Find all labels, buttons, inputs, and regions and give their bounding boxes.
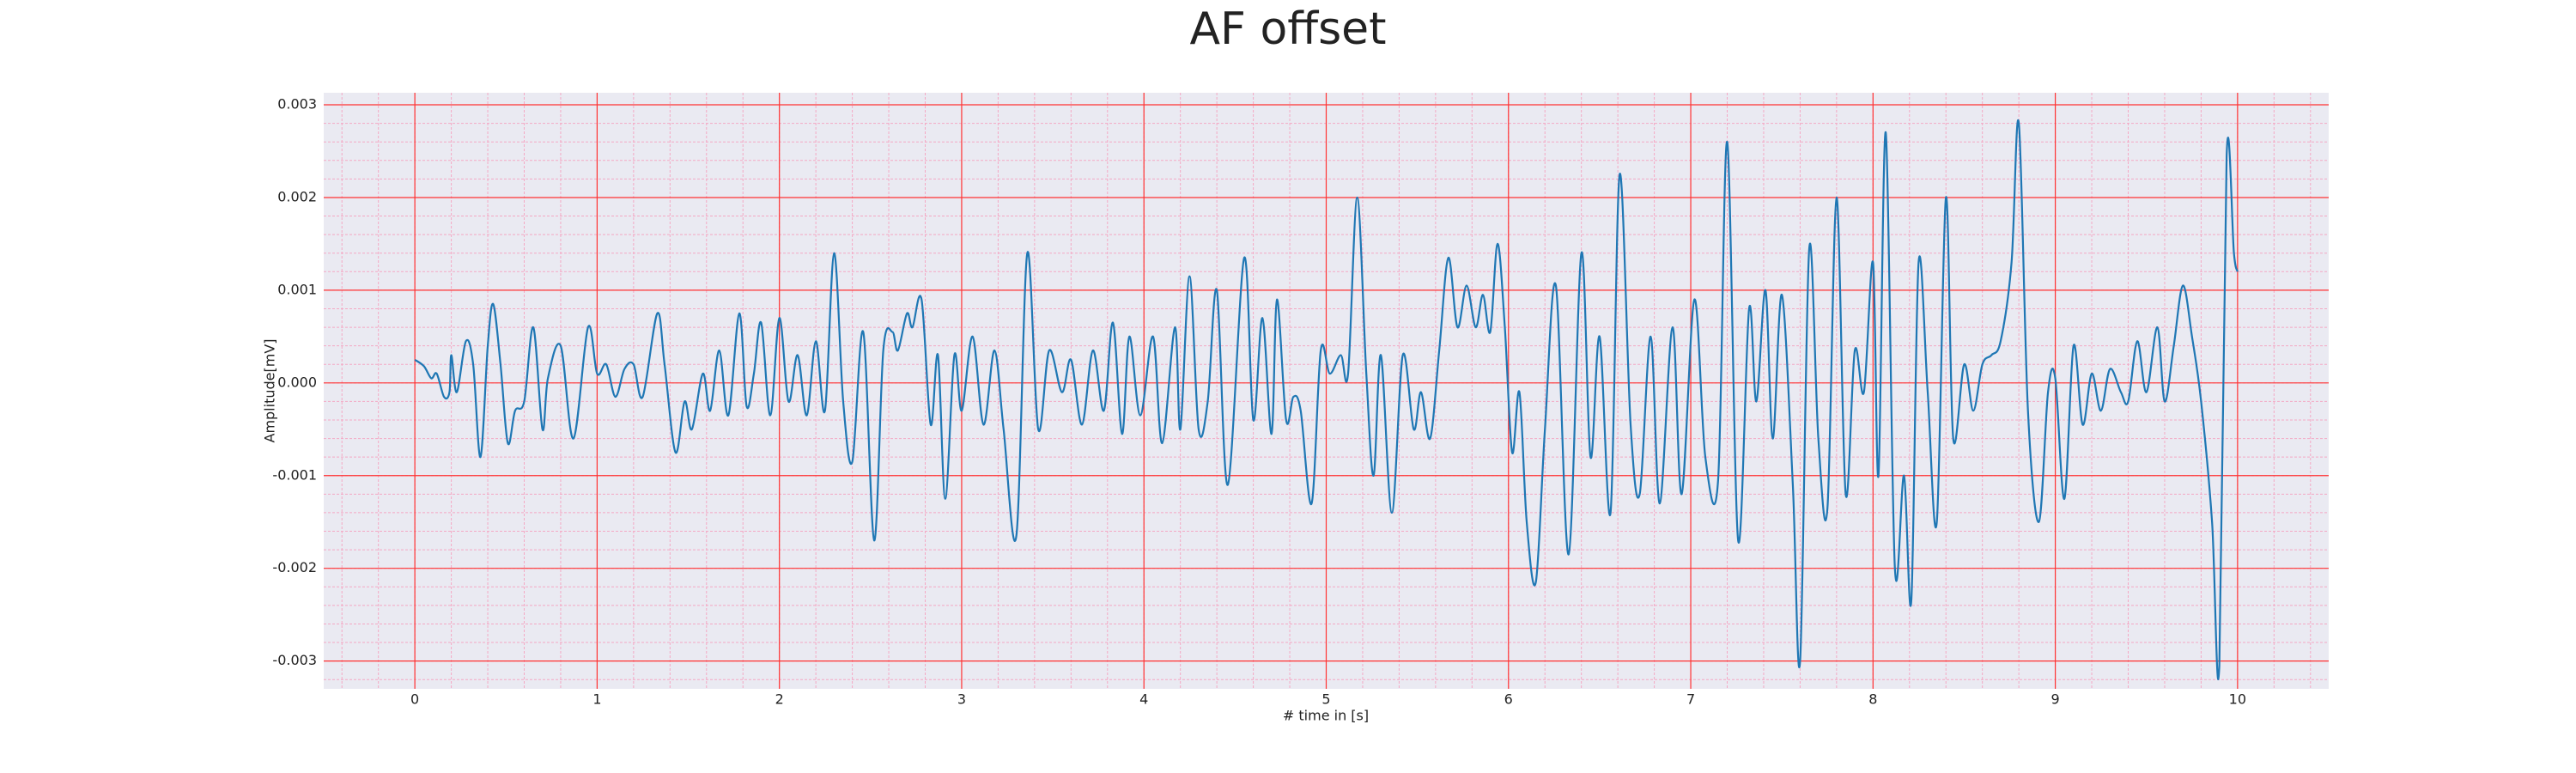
y-tick-label: 0.002 [277, 188, 317, 204]
y-tick-label: -0.002 [272, 559, 317, 575]
x-tick-label: 2 [775, 691, 784, 708]
x-tick-label: 6 [1504, 691, 1513, 708]
line-series [414, 119, 2239, 680]
x-tick-label: 4 [1139, 691, 1148, 708]
x-tick-label: 3 [957, 691, 966, 708]
y-tick-label: 0.000 [277, 374, 317, 390]
y-tick-label: 0.003 [277, 96, 317, 113]
x-tick-label: 8 [1868, 691, 1877, 708]
x-axis-label: # time in [s] [1283, 708, 1369, 724]
x-tick-label: 10 [2229, 691, 2246, 708]
y-axis-label: Amplitude[mV] [262, 338, 278, 442]
y-tick-label: 0.001 [277, 281, 317, 297]
y-tick-label: -0.003 [272, 652, 317, 668]
chart-title: AF offset [1189, 3, 1386, 55]
x-tick-label: 1 [592, 691, 601, 708]
y-tick-label: -0.001 [272, 466, 317, 483]
x-tick-label: 0 [410, 691, 419, 708]
x-tick-label: 7 [1686, 691, 1695, 708]
x-tick-label: 9 [2050, 691, 2059, 708]
x-tick-label: 5 [1321, 691, 1330, 708]
